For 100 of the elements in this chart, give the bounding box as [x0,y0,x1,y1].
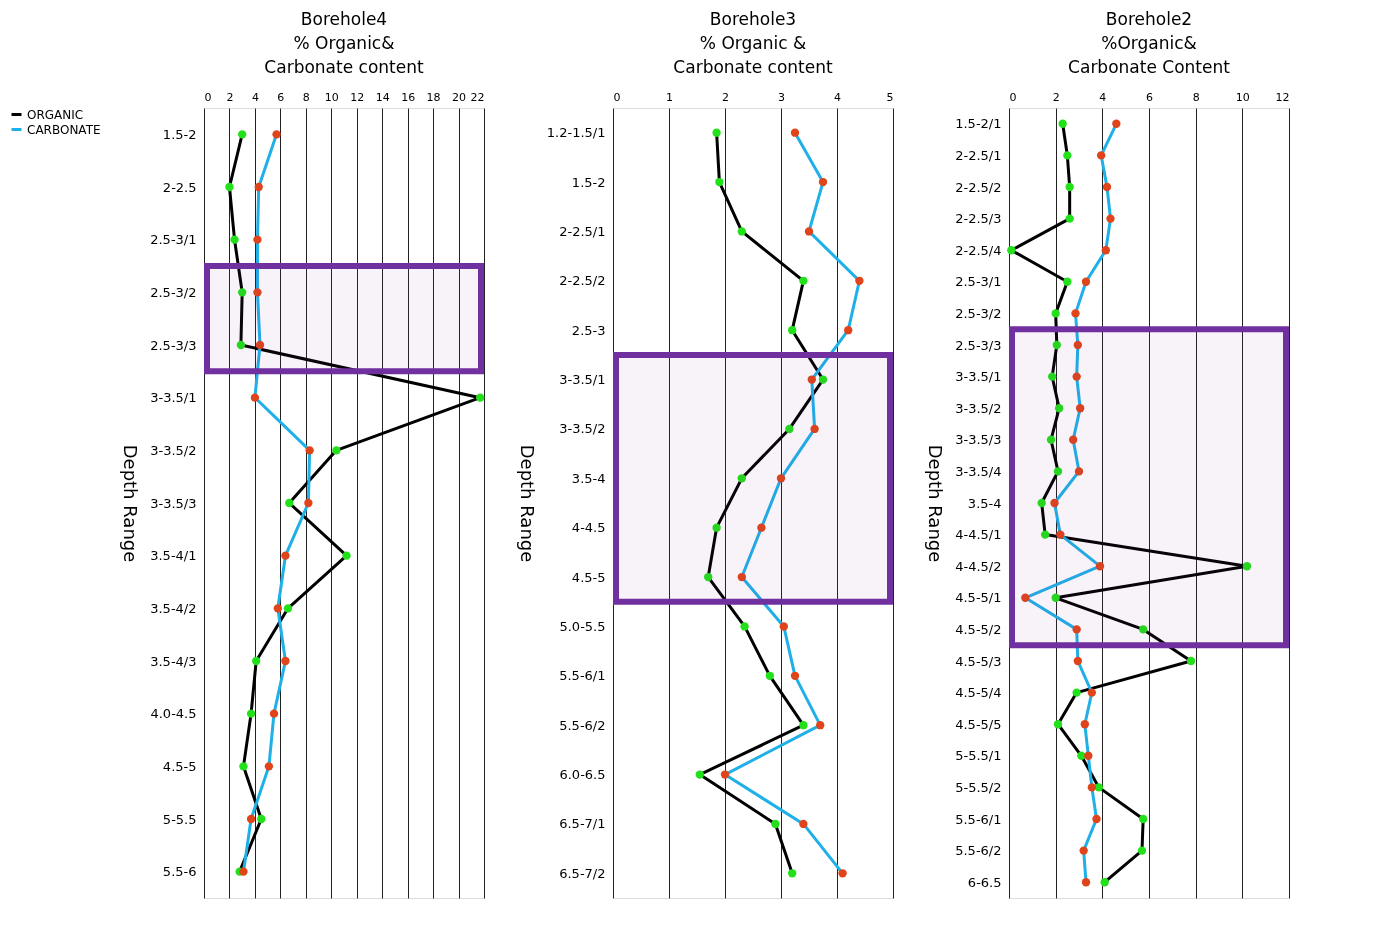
x-tick-label: 0 [204,90,212,104]
point [246,814,256,824]
y-tick-label: 2-2.5/1 [955,147,1002,163]
point [283,604,293,613]
y-tick-label: 2-2.5/3 [955,211,1002,227]
y-tick-label: 4.5-5/2 [955,621,1002,637]
point [252,656,261,666]
point [799,276,808,285]
x-tick-label: 8 [302,90,310,104]
point [1047,372,1057,381]
point [1186,656,1196,666]
point [1021,593,1030,602]
point [816,721,825,730]
y-tick-label: 2.5-3/1 [150,232,197,248]
point [1068,435,1078,444]
y-tick-label: 2.5-3/1 [955,274,1002,290]
y-tick-label: 2-2.5/4 [955,242,1002,258]
point [1046,435,1056,444]
point [1040,530,1050,539]
y-tick-label: 5-5.5/2 [955,779,1002,795]
y-tick-label: 3-3.5/2 [150,442,197,458]
x-tick-label: 2 [722,90,729,104]
point [1077,751,1086,760]
y-tick-label: 3.5-4/1 [150,548,197,564]
y-tick-label: 3-3.5/3 [955,432,1002,448]
point [1106,214,1115,223]
point [1094,783,1104,792]
y-tick-label: 5-5.5 [162,811,197,827]
y-tick-label: 5.5-6/2 [559,717,606,733]
x-tick-label: 5 [886,90,894,104]
point [1071,309,1080,318]
point [855,276,864,285]
point [1073,656,1083,666]
y-tick-label: 6.0-6.5 [559,767,606,783]
point [1065,182,1074,192]
y-tick-label: 2.5-3/3 [150,337,197,353]
point [1053,467,1063,476]
point [737,572,746,582]
point [1051,309,1060,318]
point [1138,814,1148,824]
point [807,375,816,384]
point [1084,751,1093,760]
point [1079,846,1088,855]
y-tick-label: 3-3.5/1 [150,390,197,406]
x-tick-label: 10 [1235,90,1250,104]
point [281,656,290,666]
x-tick-label: 14 [375,90,390,104]
point [273,604,282,613]
point [272,130,281,139]
point [1063,277,1072,286]
y-tick-label: 5.5-6/1 [559,668,606,684]
point [1092,814,1101,824]
point [810,424,819,434]
point [715,177,724,187]
point [1072,372,1081,381]
point [257,814,266,824]
y-tick-label: 4.5-5 [571,569,606,585]
y-tick-label: 5.5-6/1 [955,811,1002,827]
point [757,523,766,532]
legend-label: CARBONATE [27,122,101,137]
point [788,326,797,335]
point [1058,119,1067,128]
y-tick-label: 2-2.5/2 [559,273,606,289]
x-tick-label: 8 [1192,90,1200,104]
y-tick-label: 4.5-5/3 [955,653,1002,669]
point [788,869,797,878]
point [1037,498,1046,508]
chart-title: Borehole4 % Organic& Carbonate content [264,9,424,77]
y-tick-label: 3-3.5/2 [955,400,1002,416]
x-tick-label: 2 [226,90,234,104]
point [281,551,290,560]
y-tick-label: 4-4.5/2 [955,558,1002,574]
point [1056,530,1065,539]
point [332,446,341,455]
point [255,340,265,350]
x-tick-label: 22 [470,90,485,104]
x-tick-label: 20 [452,90,467,104]
point [1054,404,1064,413]
y-tick-label: 2.5-3 [571,322,606,338]
point [1095,562,1105,571]
point [225,182,234,192]
x-tick-label: 18 [426,90,441,104]
y-tick-label: 2.5-3/2 [150,284,197,300]
point [737,474,746,483]
point [250,393,260,402]
y-tick-label: 2-2.5/2 [955,179,1002,195]
point [737,227,746,236]
point [1242,562,1252,571]
point [342,551,351,560]
x-tick-label: 12 [1275,90,1290,104]
point [1065,214,1074,223]
y-tick-label: 4.5-5 [162,758,197,774]
point [1073,340,1083,350]
point [838,869,847,878]
point [1081,277,1091,286]
point [1102,182,1112,192]
y-tick-label: 5.5-6 [162,864,197,880]
point [264,762,274,771]
point [804,227,814,236]
point [1007,246,1016,255]
